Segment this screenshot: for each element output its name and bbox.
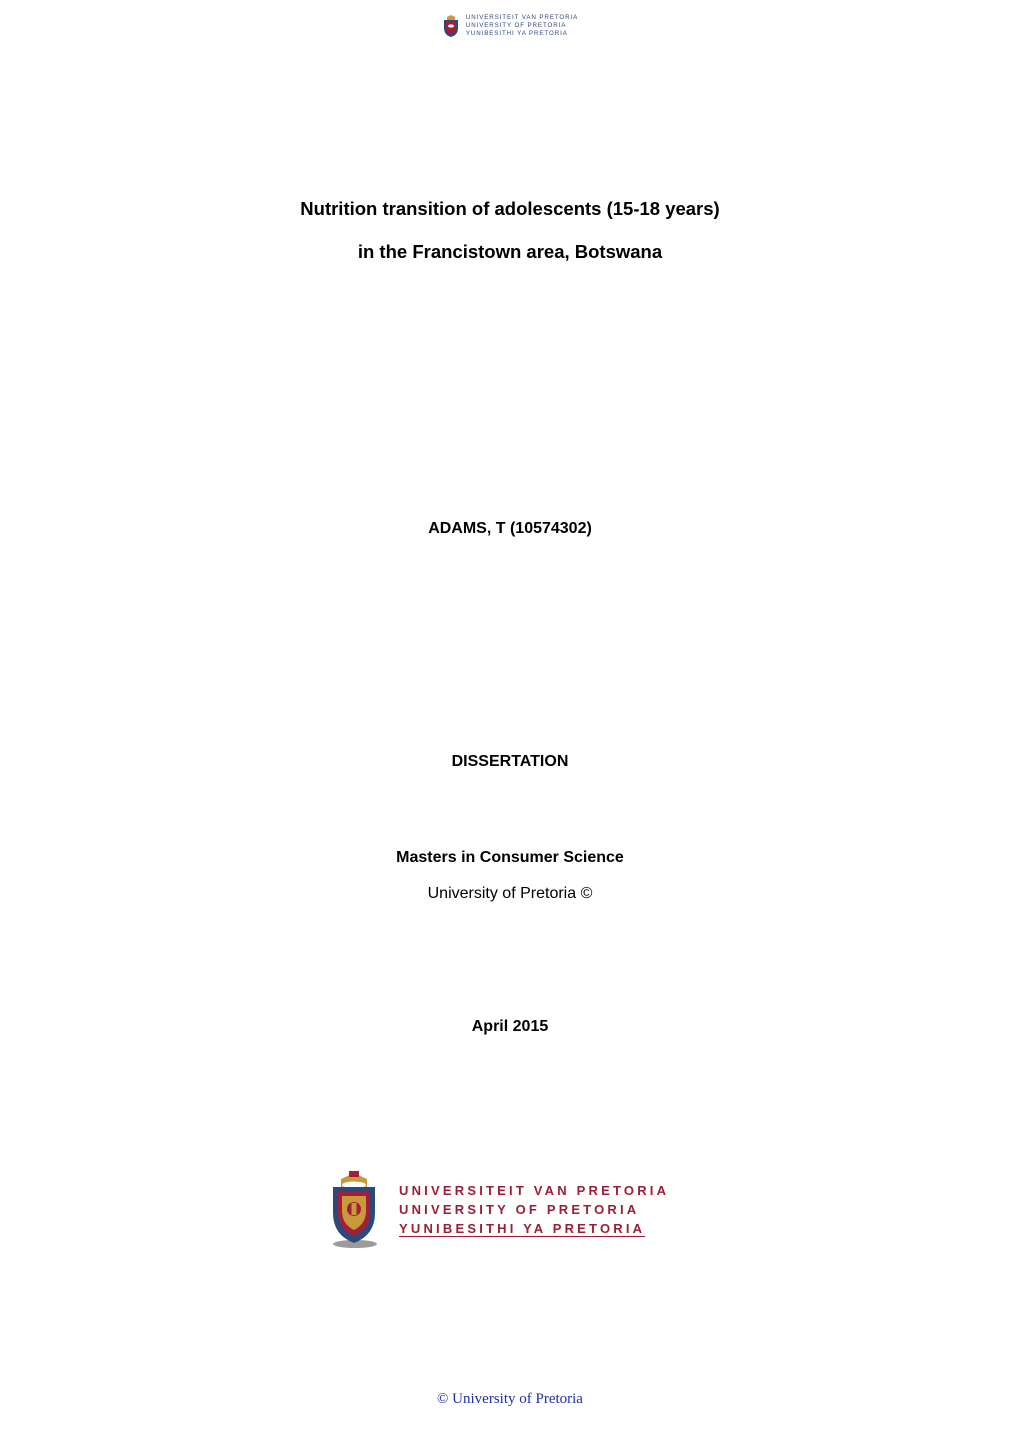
logo-large-line-2: UNIVERSITY OF PRETORIA: [399, 1201, 669, 1220]
copyright-footer: © University of Pretoria: [0, 1391, 1020, 1408]
university-crest-small: UNIVERSITEIT VAN PRETORIA UNIVERSITY OF …: [442, 14, 578, 37]
university-name-trilingual-large: UNIVERSITEIT VAN PRETORIA UNIVERSITY OF …: [399, 1182, 669, 1239]
crest-large-icon: [325, 1171, 383, 1249]
crest-small-icon: [442, 15, 460, 37]
author-name: ADAMS, T (10574302): [110, 520, 910, 538]
logo-large-line-1: UNIVERSITEIT VAN PRETORIA: [399, 1182, 669, 1201]
title-line-1: Nutrition transition of adolescents (15-…: [110, 197, 910, 222]
degree-name: Masters in Consumer Science: [110, 849, 910, 867]
document-type: DISSERTATION: [110, 753, 910, 771]
header-logo: UNIVERSITEIT VAN PRETORIA UNIVERSITY OF …: [110, 14, 910, 37]
logo-small-line-2: UNIVERSITY OF PRETORIA: [466, 22, 578, 30]
submission-date: April 2015: [110, 1018, 910, 1036]
dissertation-title: Nutrition transition of adolescents (15-…: [110, 197, 910, 265]
logo-small-line-1: UNIVERSITEIT VAN PRETORIA: [466, 14, 578, 22]
institution-name: University of Pretoria ©: [110, 885, 910, 903]
logo-small-line-3: YUNIBESITHI YA PRETORIA: [466, 30, 578, 38]
university-name-trilingual-small: UNIVERSITEIT VAN PRETORIA UNIVERSITY OF …: [466, 14, 578, 37]
logo-large-line-3: YUNIBESITHI YA PRETORIA: [399, 1220, 669, 1239]
title-line-2: in the Francistown area, Botswana: [110, 240, 910, 265]
title-page: UNIVERSITEIT VAN PRETORIA UNIVERSITY OF …: [0, 0, 1020, 1442]
university-crest-large: UNIVERSITEIT VAN PRETORIA UNIVERSITY OF …: [325, 1171, 910, 1249]
